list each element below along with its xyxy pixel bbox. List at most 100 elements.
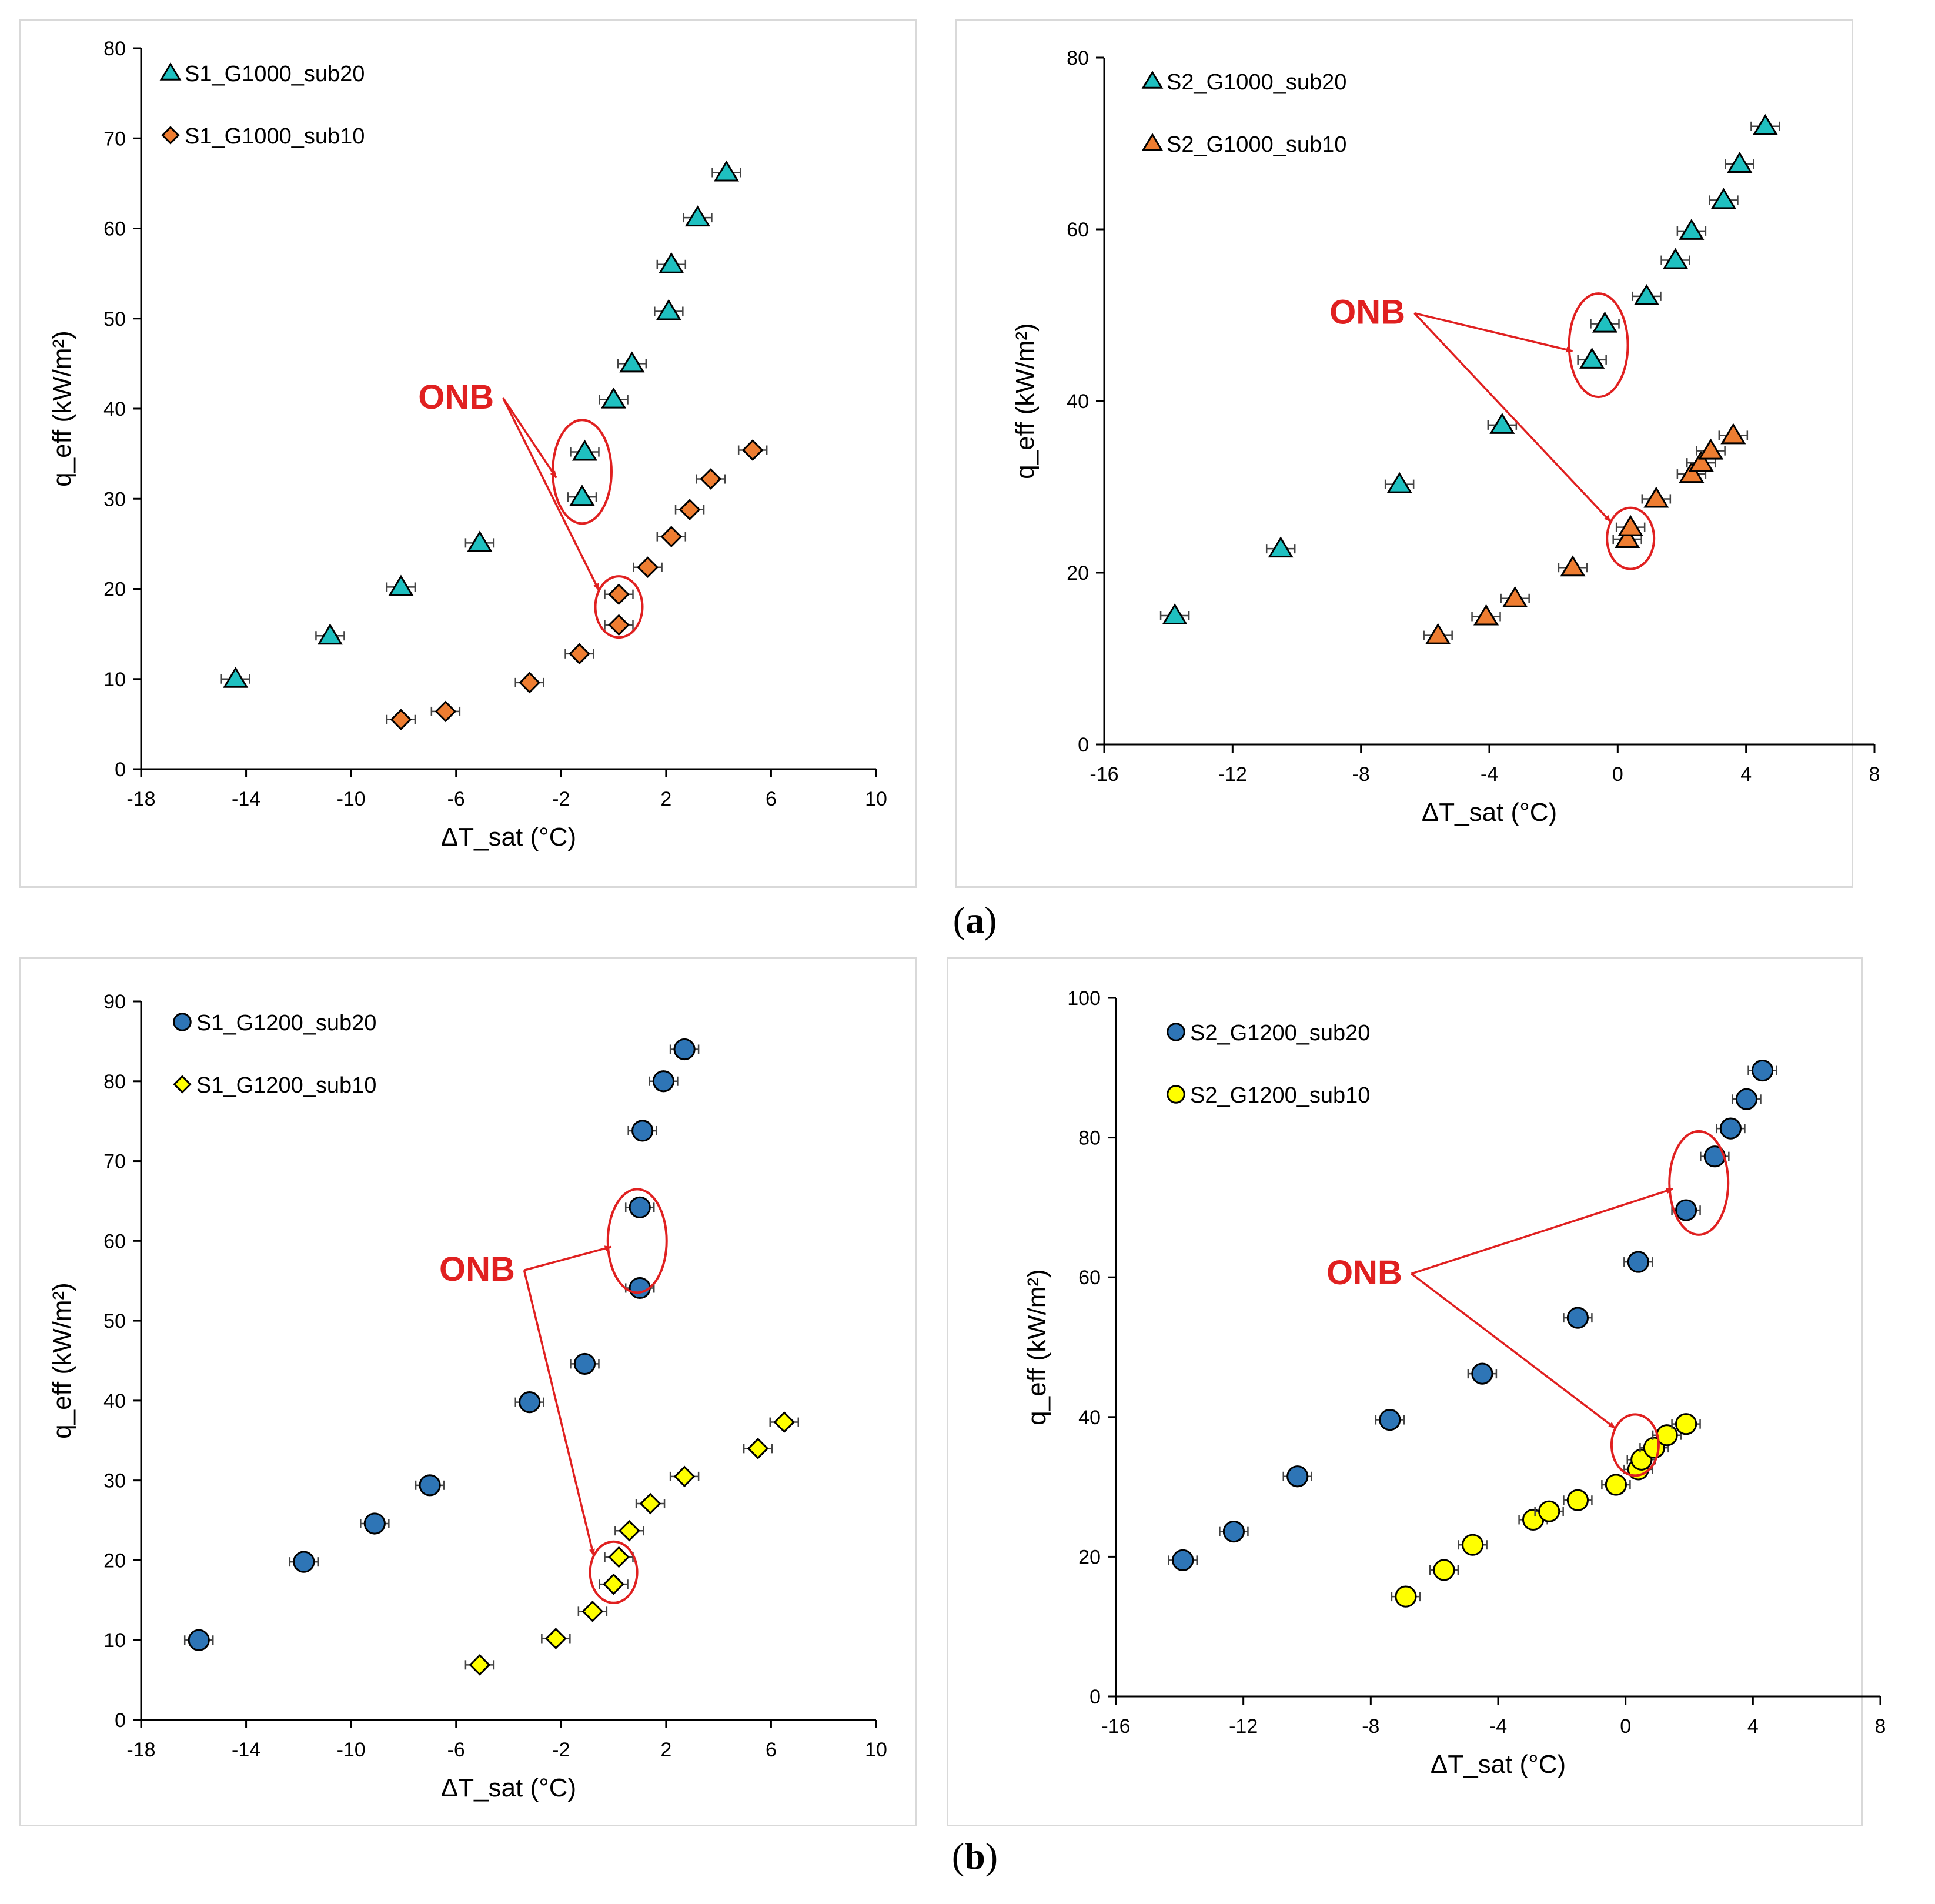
data-point xyxy=(363,1512,386,1535)
data-point xyxy=(1566,1307,1589,1329)
legend-marker xyxy=(173,1013,192,1031)
data-point xyxy=(1379,1408,1401,1431)
y-tick-label: 10 xyxy=(103,669,126,691)
x-tick-label: 2 xyxy=(660,788,671,810)
legend-marker xyxy=(1167,1085,1185,1104)
data-point xyxy=(1172,1549,1194,1571)
y-tick-label: 70 xyxy=(103,128,126,150)
series-S2_G1200_sub10 xyxy=(1391,1413,1701,1608)
x-tick-label: 6 xyxy=(766,788,777,810)
y-tick-label: 0 xyxy=(1090,1686,1101,1708)
onb-arrow xyxy=(1411,1272,1616,1429)
y-tick-label: 80 xyxy=(1067,47,1089,69)
data-point xyxy=(1633,283,1660,305)
x-tick-label: -10 xyxy=(337,1739,366,1761)
data-point xyxy=(1656,1424,1678,1447)
legend-marker xyxy=(173,1075,192,1094)
y-tick-label: 40 xyxy=(1078,1407,1101,1429)
y-axis-label: q_eff (kW/m²) xyxy=(1011,323,1040,479)
data-point xyxy=(419,1474,441,1497)
data-point xyxy=(1560,555,1586,577)
x-tick-label: -8 xyxy=(1362,1715,1379,1738)
onb-label: ONB xyxy=(1329,293,1405,332)
data-point xyxy=(619,351,645,373)
data-point xyxy=(188,1629,210,1651)
data-point xyxy=(545,1628,567,1649)
x-tick-label: 6 xyxy=(766,1739,777,1761)
x-tick-label: 0 xyxy=(1612,763,1623,786)
x-tick-label: 2 xyxy=(660,1739,671,1761)
data-point xyxy=(619,1519,640,1542)
x-tick-label: -2 xyxy=(552,1739,570,1761)
y-tick-label: 100 xyxy=(1067,987,1101,1010)
data-point xyxy=(293,1551,315,1573)
x-tick-label: -14 xyxy=(232,788,260,810)
data-point xyxy=(1162,603,1188,624)
series-S1_G1200_sub10 xyxy=(464,1411,799,1676)
onb-label: ONB xyxy=(1326,1254,1402,1292)
legend-marker xyxy=(159,62,182,81)
x-axis-label: ΔT_sat (°C) xyxy=(441,823,576,851)
data-point xyxy=(1663,248,1689,269)
legend-marker xyxy=(1141,133,1164,151)
data-point xyxy=(631,1120,654,1142)
y-tick-label: 50 xyxy=(103,308,126,330)
legend-label: S2_G1200_sub20 xyxy=(1190,1021,1370,1045)
data-point xyxy=(1566,1489,1589,1511)
data-point xyxy=(1675,1413,1697,1435)
x-tick-label: -4 xyxy=(1489,1715,1507,1738)
x-tick-label: -16 xyxy=(1101,1715,1130,1738)
x-tick-label: 4 xyxy=(1747,1715,1759,1738)
legend-label: S1_G1000_sub10 xyxy=(185,124,365,149)
data-point xyxy=(1433,1559,1455,1581)
data-point xyxy=(1720,423,1746,445)
data-point xyxy=(390,709,412,731)
data-point xyxy=(713,160,740,182)
onb-label: ONB xyxy=(439,1250,515,1288)
y-tick-label: 50 xyxy=(103,1310,126,1332)
data-point xyxy=(700,468,722,490)
onb-arrow xyxy=(1411,1188,1674,1275)
data-point xyxy=(1752,113,1778,135)
x-tick-label: -14 xyxy=(232,1739,260,1761)
data-point xyxy=(673,1038,696,1061)
subfigure-label-b-letter: b xyxy=(964,1835,985,1877)
data-point xyxy=(741,439,764,461)
legend-label: S1_G1000_sub20 xyxy=(185,62,365,86)
data-point xyxy=(1643,486,1669,508)
y-tick-label: 40 xyxy=(103,1390,126,1412)
data-point xyxy=(1615,527,1640,549)
x-axis-label: ΔT_sat (°C) xyxy=(1431,1750,1566,1779)
x-tick-label: -12 xyxy=(1218,763,1247,786)
y-tick-label: 60 xyxy=(103,1230,126,1252)
legend-marker xyxy=(1141,71,1164,89)
x-tick-label: 4 xyxy=(1740,763,1752,786)
data-point xyxy=(1679,462,1705,483)
y-tick-label: 80 xyxy=(103,38,126,60)
panel-frame-b-right xyxy=(947,957,1863,1826)
data-point xyxy=(1286,1465,1309,1488)
data-point xyxy=(1462,1534,1484,1556)
data-point xyxy=(317,623,343,645)
x-tick-label: -18 xyxy=(126,788,155,810)
data-point xyxy=(1502,586,1528,607)
y-tick-label: 0 xyxy=(115,759,126,781)
data-point xyxy=(1471,1362,1493,1385)
data-point xyxy=(601,387,627,409)
onb-arrow xyxy=(1413,312,1612,523)
series-S2_G1000_sub10 xyxy=(1423,423,1749,644)
y-tick-label: 30 xyxy=(103,488,126,510)
chart-b-left: -18 -14 -10 -6 -2 2 6 10 0 10 20 30 40 50 60 70 80 90 ΔT_s… xyxy=(48,991,887,1802)
legend-label: S2_G1000_sub10 xyxy=(1167,132,1346,157)
onb-circle xyxy=(1606,506,1656,570)
data-point xyxy=(629,1196,651,1218)
data-point xyxy=(608,614,630,636)
x-tick-label: -16 xyxy=(1090,763,1118,786)
x-tick-label: -6 xyxy=(447,788,465,810)
y-tick-label: 0 xyxy=(115,1709,126,1732)
data-point xyxy=(1675,1199,1697,1221)
y-tick-label: 40 xyxy=(1067,390,1089,413)
subfigure-label-a-letter: a xyxy=(965,899,984,941)
data-point xyxy=(1386,472,1412,493)
